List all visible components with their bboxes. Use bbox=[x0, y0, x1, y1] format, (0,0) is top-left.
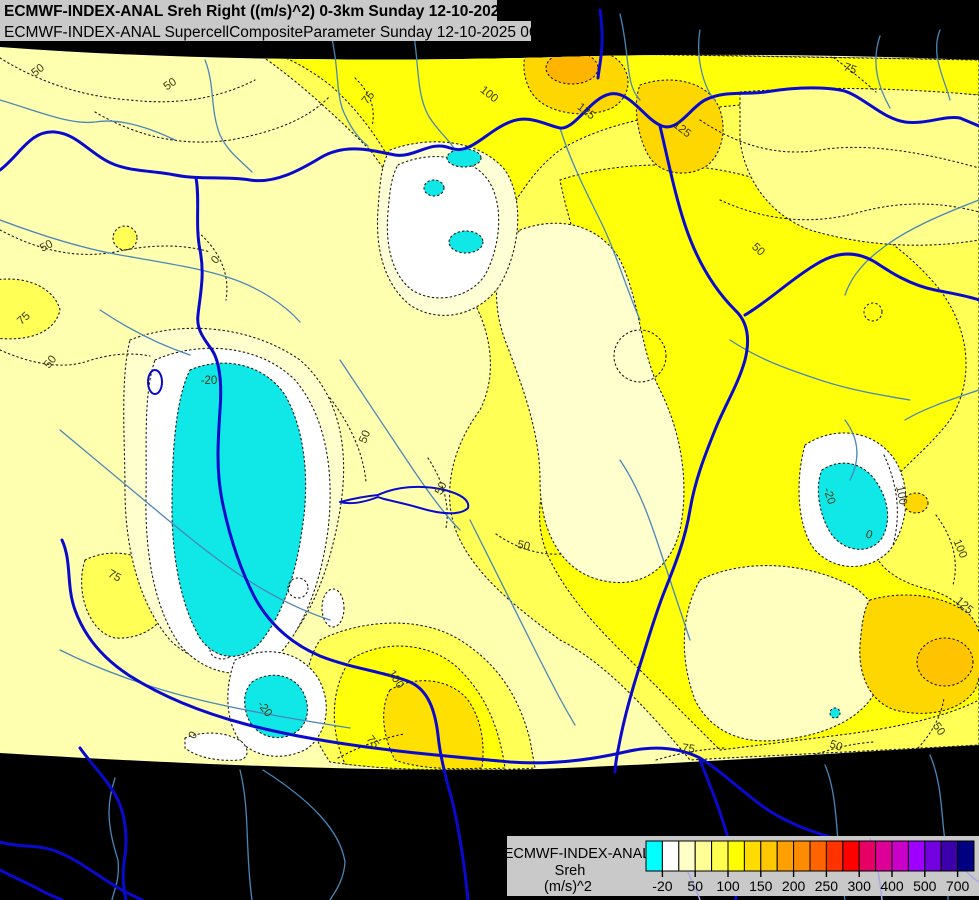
contour-label: 50 bbox=[357, 429, 373, 445]
legend-color-cell bbox=[711, 840, 729, 872]
legend-color-cell bbox=[694, 840, 713, 872]
legend-color-bar bbox=[645, 840, 975, 872]
legend-tick-label: 700 bbox=[946, 878, 970, 894]
contour-label: -20 bbox=[201, 375, 218, 387]
contour-label: 50 bbox=[516, 539, 531, 553]
minor-rivers bbox=[0, 9, 979, 900]
legend-color-cell bbox=[825, 840, 844, 872]
legend-color-cell bbox=[809, 840, 827, 872]
legend: ECMWF-INDEX-ANAL Sreh (m/s)^2 -20 50 100 15… bbox=[504, 836, 979, 900]
contour-label: 50 bbox=[433, 480, 450, 497]
legend-color-cell bbox=[842, 840, 860, 872]
lake-balaton-outline bbox=[147, 369, 470, 515]
legend-tick-labels: -20 50 100 150 200 250 300 400 500 700 bbox=[652, 878, 969, 894]
contour-lines bbox=[0, 54, 979, 761]
legend-tick-label: 150 bbox=[749, 878, 773, 894]
contour-label: 0 bbox=[864, 528, 874, 541]
legend-model-label: ECMWF-INDEX-ANAL bbox=[504, 846, 651, 862]
legend-color-cell bbox=[907, 840, 926, 872]
legend-color-cell bbox=[875, 840, 893, 872]
legend-tick-label: 300 bbox=[848, 878, 872, 894]
legend-tick-label: 250 bbox=[815, 878, 839, 894]
legend-tick-label: 200 bbox=[782, 878, 806, 894]
contour-label: 50 bbox=[38, 238, 55, 255]
legend-color-cell bbox=[891, 840, 909, 872]
legend-color-cell bbox=[760, 840, 778, 872]
legend-color-cell bbox=[793, 840, 811, 872]
legend-color-cell bbox=[743, 840, 762, 872]
legend-tick-label: 100 bbox=[716, 878, 740, 894]
legend-tick-marks bbox=[661, 871, 959, 877]
legend-parameter-label: Sreh bbox=[555, 863, 586, 879]
contour-label: 50 bbox=[828, 738, 844, 753]
legend-tick-label: 50 bbox=[687, 878, 703, 894]
contour-label: 75 bbox=[681, 742, 695, 756]
legend-color-cell bbox=[661, 840, 680, 872]
legend-color-cell bbox=[727, 840, 745, 872]
title-line2: ECMWF-INDEX-ANAL SupercellCompositeParam… bbox=[4, 24, 559, 41]
legend-tick-label: -20 bbox=[652, 878, 672, 894]
legend-color-cell bbox=[776, 840, 795, 872]
legend-color-cell bbox=[645, 840, 663, 872]
contour-label: 75 bbox=[842, 61, 858, 77]
legend-tick-label: 400 bbox=[880, 878, 904, 894]
title-bar: ECMWF-INDEX-ANAL Sreh Right ((m/s)^2) 0-… bbox=[0, 0, 559, 41]
sreh-field bbox=[0, 47, 979, 770]
legend-color-cell bbox=[957, 840, 975, 872]
legend-units-label: (m/s)^2 bbox=[544, 879, 592, 895]
legend-color-cell bbox=[858, 840, 877, 872]
legend-tick-label: 500 bbox=[913, 878, 937, 894]
contour-label: 0 bbox=[187, 730, 201, 742]
title-line1: ECMWF-INDEX-ANAL Sreh Right ((m/s)^2) 0-… bbox=[4, 3, 552, 20]
lake-neusiedl-outline bbox=[147, 369, 163, 395]
contour-label: 100 bbox=[893, 485, 909, 506]
legend-color-cell bbox=[678, 840, 696, 872]
contour-label: -20 bbox=[821, 486, 838, 506]
legend-color-cell bbox=[924, 840, 942, 872]
contour-label: 75 bbox=[106, 568, 123, 585]
legend-color-cell bbox=[940, 840, 959, 872]
